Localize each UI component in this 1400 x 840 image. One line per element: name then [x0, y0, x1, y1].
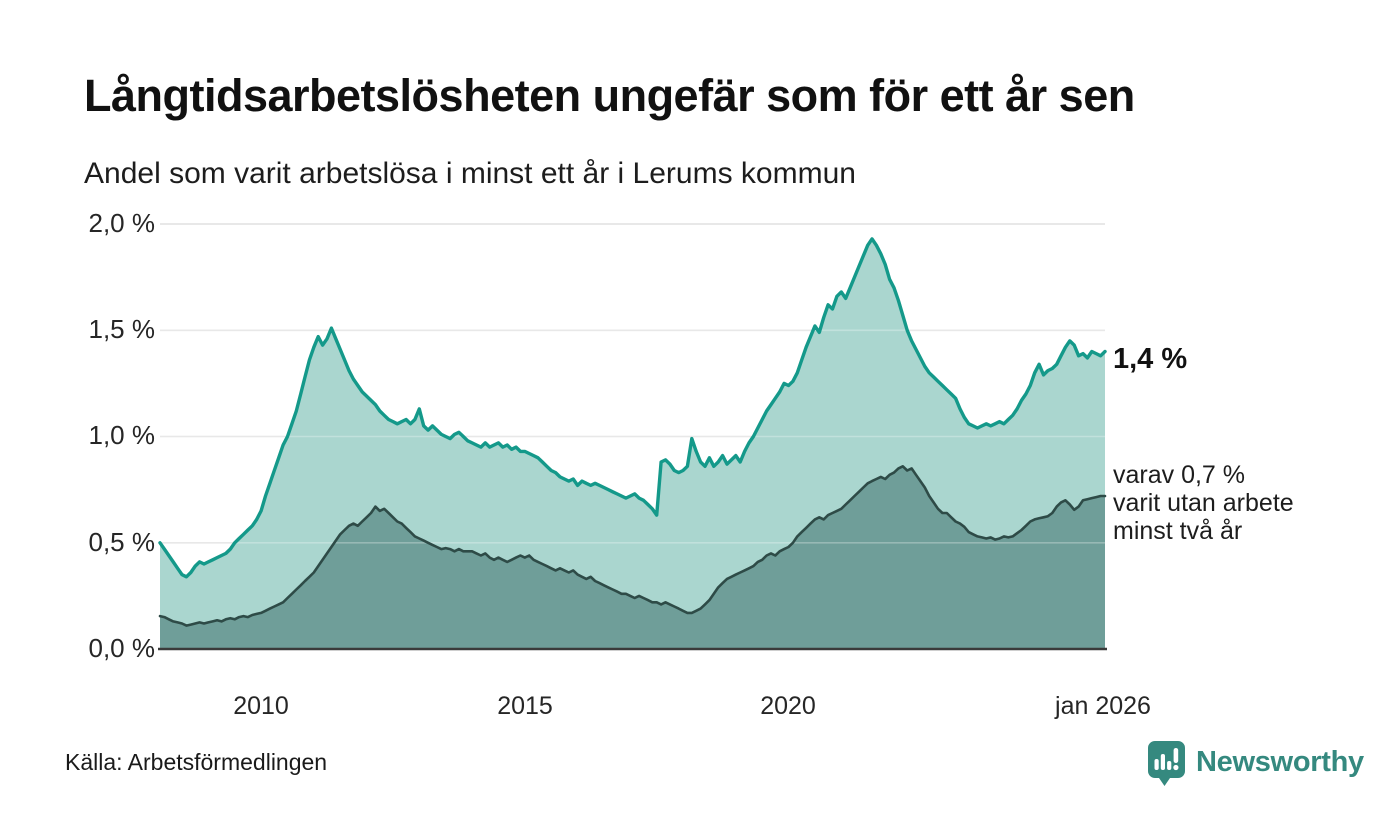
y-axis-tick: 1,5 % — [88, 314, 156, 344]
speech-bubble-shape — [1148, 741, 1185, 786]
series2-end-value-label: varav 0,7 % varit utan arbete minst två … — [1113, 461, 1294, 545]
series1-line — [158, 237, 1107, 579]
series2-end-line3: minst två år — [1113, 517, 1243, 545]
source-note: Källa: Arbetsförmedlingen — [65, 749, 328, 775]
series2-area — [160, 466, 1105, 649]
x-axis-tick: 2015 — [497, 692, 553, 720]
series2-end-line2: varit utan arbete — [1113, 489, 1294, 517]
newsworthy-logo-text: Newsworthy — [1196, 746, 1364, 778]
x-axis-tick: 2010 — [233, 692, 289, 720]
exclamation-dot — [1173, 764, 1179, 771]
chart-subtitle: Andel som varit arbetslösa i minst ett å… — [84, 157, 856, 190]
page-title: Långtidsarbetslösheten ungefär som för e… — [84, 70, 1135, 121]
y-axis-tick: 0,0 % — [88, 633, 156, 663]
y-axis-tick: 1,0 % — [88, 420, 156, 450]
exclamation-bar — [1173, 748, 1179, 763]
series2-line — [158, 465, 1107, 627]
bar-2 — [1160, 754, 1165, 770]
newsworthy-logo: Newsworthy — [1146, 740, 1364, 788]
series1-end-value-label: 1,4 % — [1113, 343, 1188, 375]
series2-end-line1: varav 0,7 % — [1113, 461, 1246, 489]
newsworthy-logo-icon — [1148, 741, 1185, 786]
y-axis-tick: 0,5 % — [88, 527, 156, 557]
bar-3 — [1167, 761, 1172, 770]
x-axis-tick: jan 2026 — [1055, 692, 1151, 720]
x-axis-tick: 2020 — [760, 692, 816, 720]
bar-1 — [1154, 759, 1159, 770]
y-axis-tick: 2,0 % — [88, 208, 156, 238]
